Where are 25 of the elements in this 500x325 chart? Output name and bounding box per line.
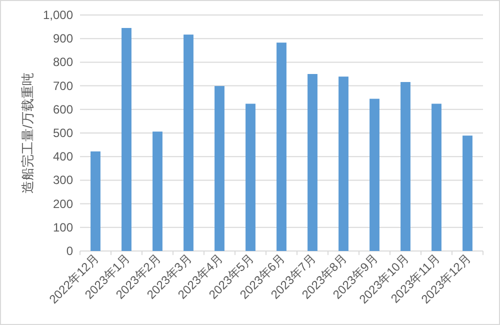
y-axis-title: 造船完工量/万载重吨 <box>20 72 35 194</box>
y-tick-label: 600 <box>52 102 74 116</box>
y-tick-label: 200 <box>52 196 74 211</box>
bar <box>184 34 194 251</box>
bar <box>400 82 410 251</box>
bar <box>276 42 286 251</box>
bar <box>462 136 472 251</box>
bar <box>152 132 162 251</box>
y-tick-label: 900 <box>52 32 74 46</box>
bar <box>90 151 100 251</box>
y-tick-label: 300 <box>52 173 74 188</box>
bar <box>246 104 256 251</box>
y-tick-label: 500 <box>52 126 74 140</box>
bar <box>214 86 224 251</box>
bar <box>338 76 348 251</box>
y-tick-label: 100 <box>52 220 74 234</box>
y-tick-label: 400 <box>52 150 74 164</box>
y-tick-label: 800 <box>52 55 74 70</box>
bar <box>122 28 132 251</box>
bar <box>370 98 380 251</box>
y-tick-label: 1,000 <box>42 8 74 22</box>
bar <box>308 74 318 251</box>
y-tick-label: 700 <box>52 78 74 93</box>
y-tick-label: 0 <box>66 244 74 258</box>
bar <box>432 104 442 251</box>
